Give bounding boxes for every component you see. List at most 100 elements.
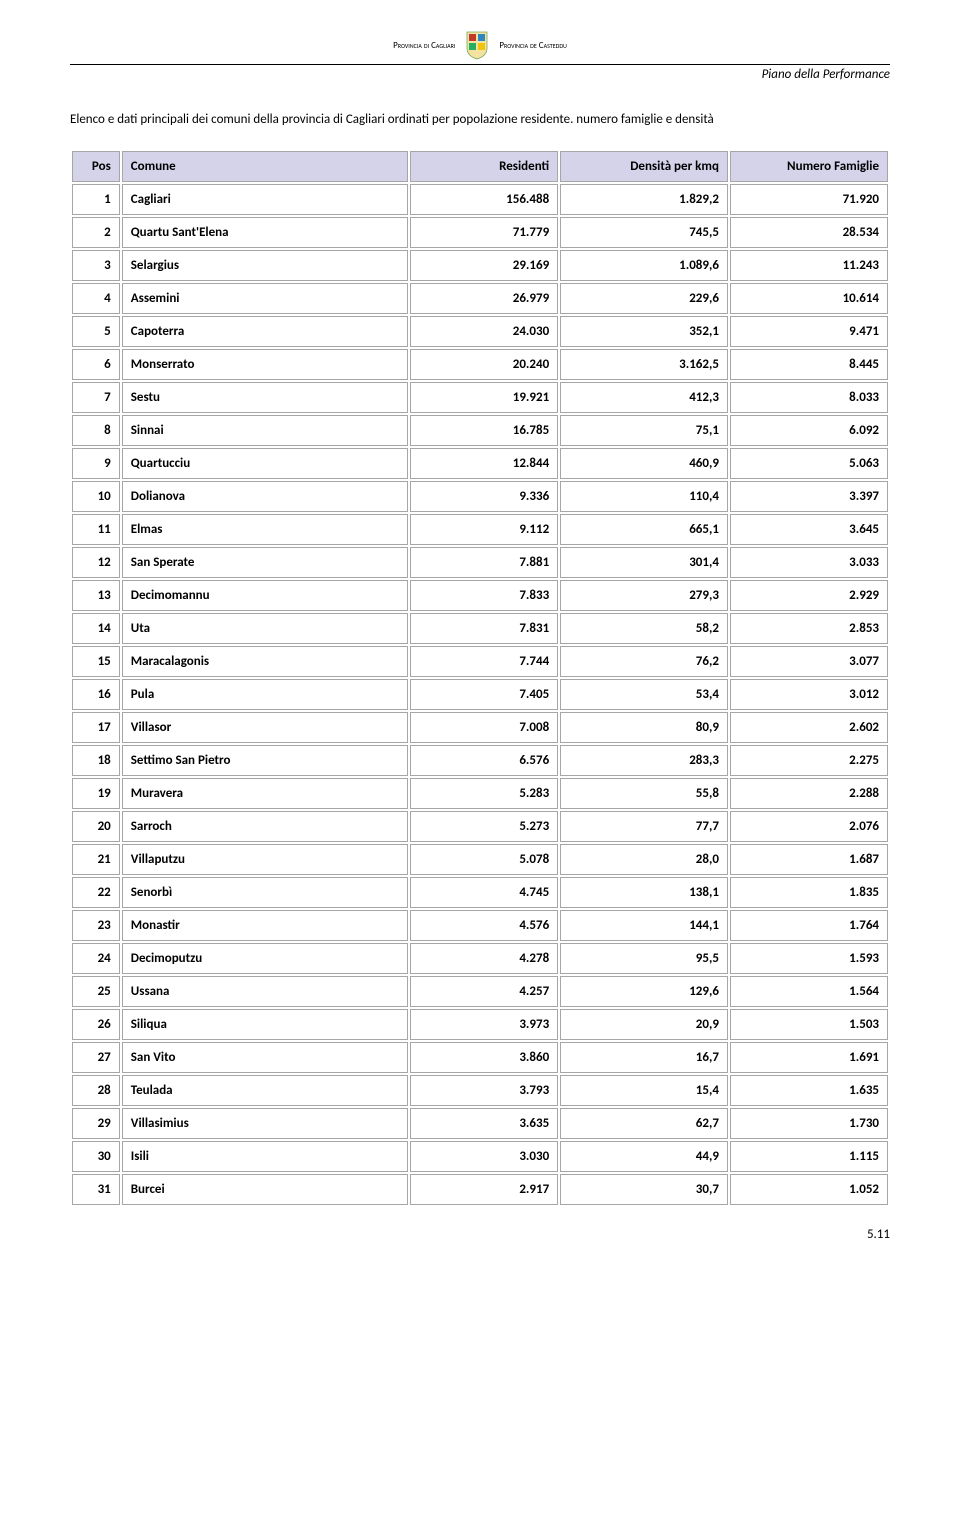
cell-comune: San Vito xyxy=(122,1042,408,1073)
cell-densita: 20,9 xyxy=(560,1009,728,1040)
cell-pos: 28 xyxy=(72,1075,120,1106)
cell-comune: Decimoputzu xyxy=(122,943,408,974)
cell-famiglie: 2.853 xyxy=(730,613,888,644)
cell-pos: 31 xyxy=(72,1174,120,1205)
cell-pos: 12 xyxy=(72,547,120,578)
cell-densita: 460,9 xyxy=(560,448,728,479)
cell-densita: 1.829,2 xyxy=(560,184,728,215)
table-row: 28Teulada3.79315,41.635 xyxy=(72,1075,888,1106)
cell-residenti: 12.844 xyxy=(410,448,558,479)
cell-comune: Quartu Sant'Elena xyxy=(122,217,408,248)
cell-famiglie: 3.645 xyxy=(730,514,888,545)
cell-residenti: 7.744 xyxy=(410,646,558,677)
cell-densita: 279,3 xyxy=(560,580,728,611)
cell-comune: Cagliari xyxy=(122,184,408,215)
col-densita: Densità per kmq xyxy=(560,151,728,182)
institution-right: Provincia de Casteddu xyxy=(499,40,566,51)
cell-pos: 3 xyxy=(72,250,120,281)
cell-comune: Burcei xyxy=(122,1174,408,1205)
cell-pos: 10 xyxy=(72,481,120,512)
table-row: 7Sestu19.921412,38.033 xyxy=(72,382,888,413)
cell-densita: 58,2 xyxy=(560,613,728,644)
cell-pos: 11 xyxy=(72,514,120,545)
cell-famiglie: 1.503 xyxy=(730,1009,888,1040)
cell-famiglie: 3.397 xyxy=(730,481,888,512)
table-row: 29Villasimius3.63562,71.730 xyxy=(72,1108,888,1139)
cell-residenti: 29.169 xyxy=(410,250,558,281)
cell-famiglie: 1.593 xyxy=(730,943,888,974)
cell-famiglie: 1.691 xyxy=(730,1042,888,1073)
cell-comune: Assemini xyxy=(122,283,408,314)
cell-pos: 22 xyxy=(72,877,120,908)
table-row: 16Pula7.40553,43.012 xyxy=(72,679,888,710)
cell-famiglie: 2.275 xyxy=(730,745,888,776)
table-row: 26Siliqua3.97320,91.503 xyxy=(72,1009,888,1040)
cell-densita: 53,4 xyxy=(560,679,728,710)
col-pos: Pos xyxy=(72,151,120,182)
cell-comune: Siliqua xyxy=(122,1009,408,1040)
cell-pos: 14 xyxy=(72,613,120,644)
table-row: 23Monastir4.576144,11.764 xyxy=(72,910,888,941)
cell-residenti: 7.881 xyxy=(410,547,558,578)
table-row: 22Senorbì4.745138,11.835 xyxy=(72,877,888,908)
cell-famiglie: 1.730 xyxy=(730,1108,888,1139)
cell-famiglie: 2.929 xyxy=(730,580,888,611)
cell-densita: 110,4 xyxy=(560,481,728,512)
cell-residenti: 3.030 xyxy=(410,1141,558,1172)
cell-famiglie: 2.288 xyxy=(730,778,888,809)
cell-residenti: 5.273 xyxy=(410,811,558,842)
cell-residenti: 3.860 xyxy=(410,1042,558,1073)
table-row: 20Sarroch5.27377,72.076 xyxy=(72,811,888,842)
cell-densita: 138,1 xyxy=(560,877,728,908)
cell-comune: Monserrato xyxy=(122,349,408,380)
cell-residenti: 19.921 xyxy=(410,382,558,413)
table-row: 17Villasor7.00880,92.602 xyxy=(72,712,888,743)
cell-densita: 77,7 xyxy=(560,811,728,842)
cell-densita: 30,7 xyxy=(560,1174,728,1205)
cell-residenti: 24.030 xyxy=(410,316,558,347)
cell-densita: 95,5 xyxy=(560,943,728,974)
table-row: 2Quartu Sant'Elena71.779745,528.534 xyxy=(72,217,888,248)
cell-comune: Sestu xyxy=(122,382,408,413)
cell-comune: Pula xyxy=(122,679,408,710)
crest-icon xyxy=(465,30,489,60)
table-row: 11Elmas9.112665,13.645 xyxy=(72,514,888,545)
cell-comune: Elmas xyxy=(122,514,408,545)
cell-comune: Sarroch xyxy=(122,811,408,842)
cell-residenti: 3.973 xyxy=(410,1009,558,1040)
cell-densita: 665,1 xyxy=(560,514,728,545)
cell-comune: Muravera xyxy=(122,778,408,809)
table-row: 9Quartucciu12.844460,95.063 xyxy=(72,448,888,479)
table-row: 1Cagliari156.4881.829,271.920 xyxy=(72,184,888,215)
cell-residenti: 7.833 xyxy=(410,580,558,611)
cell-pos: 6 xyxy=(72,349,120,380)
cell-famiglie: 3.012 xyxy=(730,679,888,710)
table-row: 25Ussana4.257129,61.564 xyxy=(72,976,888,1007)
cell-famiglie: 8.445 xyxy=(730,349,888,380)
cell-residenti: 7.405 xyxy=(410,679,558,710)
cell-pos: 16 xyxy=(72,679,120,710)
intro-text: Elenco e dati principali dei comuni dell… xyxy=(70,112,890,129)
cell-comune: Quartucciu xyxy=(122,448,408,479)
cell-pos: 9 xyxy=(72,448,120,479)
cell-comune: Monastir xyxy=(122,910,408,941)
table-row: 14Uta7.83158,22.853 xyxy=(72,613,888,644)
cell-famiglie: 5.063 xyxy=(730,448,888,479)
cell-comune: Selargius xyxy=(122,250,408,281)
table-header-row: Pos Comune Residenti Densità per kmq Num… xyxy=(72,151,888,182)
cell-comune: Sinnai xyxy=(122,415,408,446)
table-row: 3Selargius29.1691.089,611.243 xyxy=(72,250,888,281)
cell-pos: 24 xyxy=(72,943,120,974)
cell-residenti: 7.008 xyxy=(410,712,558,743)
cell-densita: 75,1 xyxy=(560,415,728,446)
cell-comune: San Sperate xyxy=(122,547,408,578)
cell-densita: 745,5 xyxy=(560,217,728,248)
cell-residenti: 5.078 xyxy=(410,844,558,875)
cell-famiglie: 1.764 xyxy=(730,910,888,941)
table-row: 12San Sperate7.881301,43.033 xyxy=(72,547,888,578)
cell-famiglie: 2.076 xyxy=(730,811,888,842)
cell-famiglie: 3.077 xyxy=(730,646,888,677)
table-row: 5Capoterra24.030352,19.471 xyxy=(72,316,888,347)
cell-famiglie: 1.687 xyxy=(730,844,888,875)
cell-densita: 129,6 xyxy=(560,976,728,1007)
